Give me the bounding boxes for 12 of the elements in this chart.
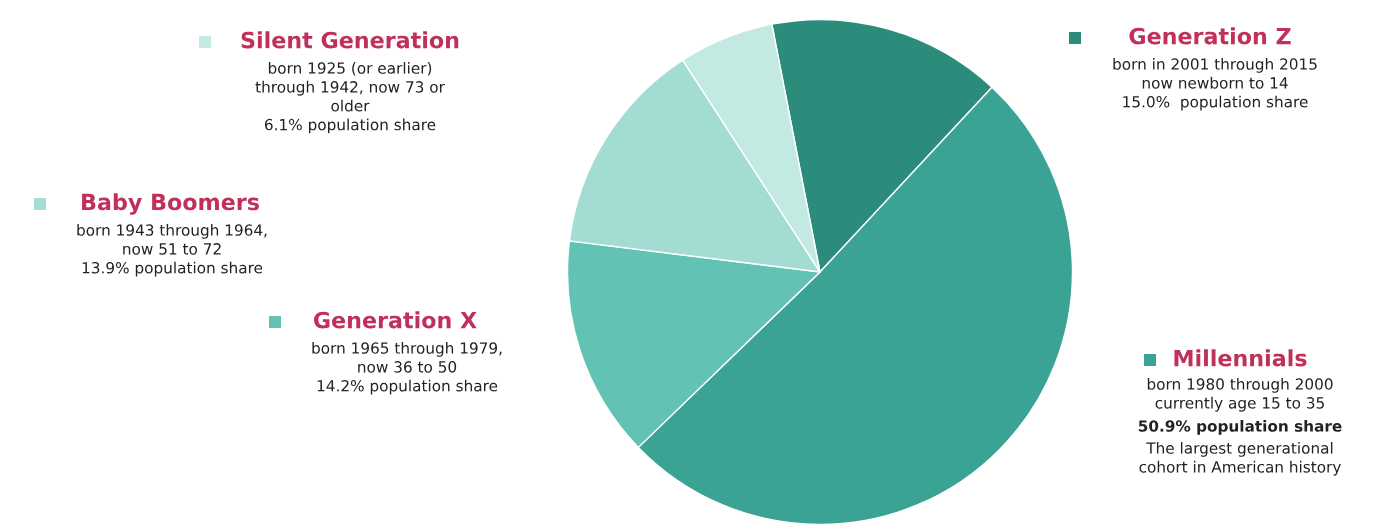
legend-label: Millennials xyxy=(1174,349,1307,367)
text: born 1925 (or earlier) through 1942, now 73 or older 6.1% population share xyxy=(255,62,445,134)
text: The largest generational cohort in American history xyxy=(1139,442,1341,476)
text: born 1980 through 2000 currently age 15 to 35 xyxy=(1147,378,1333,412)
legend-label: Silent Generation xyxy=(241,31,459,49)
text: 50.9% population share xyxy=(1138,420,1342,435)
text: born in 2001 through 2015 now newborn to 14 15.0% population share xyxy=(1113,58,1317,111)
legend-label: Baby Boomers xyxy=(82,193,259,215)
legend-label: Generation X xyxy=(313,311,477,329)
text: born 1943 through 1964, now 51 to 72 13.9% population share xyxy=(77,224,267,277)
text: born 1965 through 1979, now 36 to 50 14.2% population share xyxy=(312,342,502,395)
legend-label: Generation Z xyxy=(1129,27,1291,45)
